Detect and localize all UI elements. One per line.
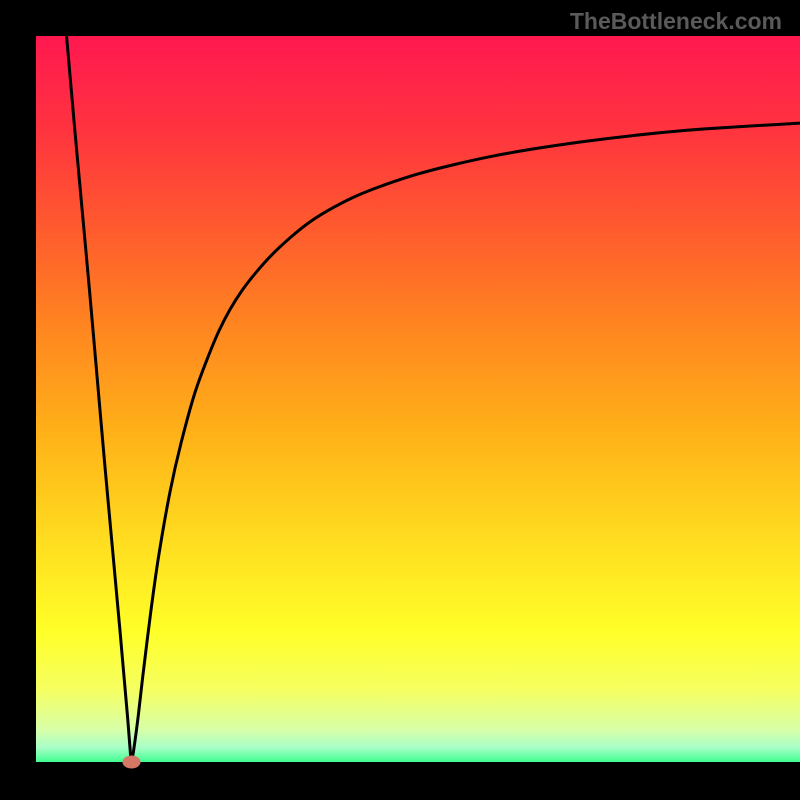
watermark-text: TheBottleneck.com bbox=[570, 8, 782, 35]
plot-background bbox=[36, 36, 800, 762]
bottleneck-chart bbox=[0, 0, 800, 800]
optimal-point-marker bbox=[123, 756, 141, 769]
